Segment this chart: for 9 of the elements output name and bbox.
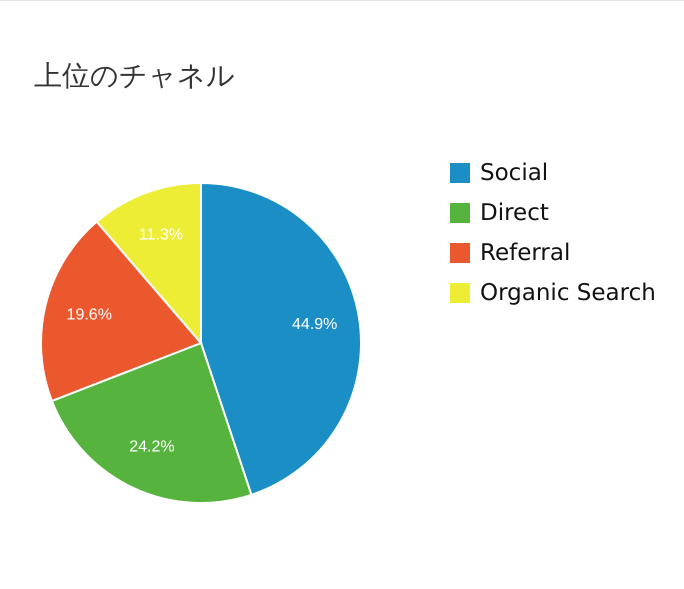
legend-label: Referral — [480, 240, 570, 266]
legend-label: Direct — [480, 200, 549, 226]
chart-title: 上位のチャネル — [34, 58, 235, 94]
data-label: 11.3% — [138, 226, 184, 244]
legend-label: Organic Search — [480, 280, 656, 306]
data-label: 44.9% — [292, 316, 338, 334]
data-label: 19.6% — [66, 306, 112, 324]
legend-label: Social — [480, 160, 548, 186]
data-label: 24.2% — [129, 438, 175, 456]
